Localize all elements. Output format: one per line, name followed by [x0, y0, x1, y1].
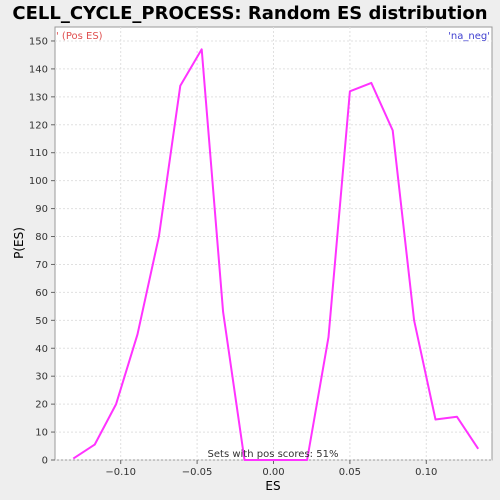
grid [55, 27, 492, 461]
y-tick-label: 120 [29, 120, 48, 131]
x-tick-label: 0.05 [339, 467, 361, 478]
y-tick-label: 10 [35, 428, 48, 439]
y-tick-label: 40 [35, 344, 48, 355]
y-tick-label: 90 [35, 204, 48, 215]
na-neg-label: 'na_neg' [448, 31, 490, 42]
y-tick-label: 80 [35, 232, 48, 243]
pos-scores-note: Sets with pos scores: 51% [208, 449, 339, 460]
axis-ticks: 0 10 20 30 40 50 60 70 80 90 100 110 120 130 140 150 −0.… [29, 36, 438, 478]
x-axis-label: ES [265, 479, 280, 493]
y-tick-label: 140 [29, 64, 48, 75]
y-tick-label: 20 [35, 400, 48, 411]
y-tick-label: 30 [35, 372, 48, 383]
pos-es-label: ' (Pos ES) [56, 31, 103, 42]
es-distribution-line [72, 48, 480, 461]
y-axis-label: P(ES) [12, 227, 26, 259]
y-tick-label: 150 [29, 36, 48, 47]
y-tick-label: 100 [29, 176, 48, 187]
y-tick-label: 110 [29, 148, 48, 159]
y-tick-label: 60 [35, 288, 48, 299]
x-tick-label: 0.00 [262, 467, 284, 478]
x-tick-label: 0.10 [415, 467, 437, 478]
chart-title: CELL_CYCLE_PROCESS: Random ES distributi… [12, 3, 487, 24]
series-layer [72, 48, 480, 461]
y-tick-label: 50 [35, 316, 48, 327]
x-tick-label: −0.05 [182, 467, 213, 478]
x-tick-label: −0.10 [105, 467, 136, 478]
y-tick-label: 0 [42, 456, 48, 467]
y-tick-label: 130 [29, 92, 48, 103]
y-tick-label: 70 [35, 260, 48, 271]
